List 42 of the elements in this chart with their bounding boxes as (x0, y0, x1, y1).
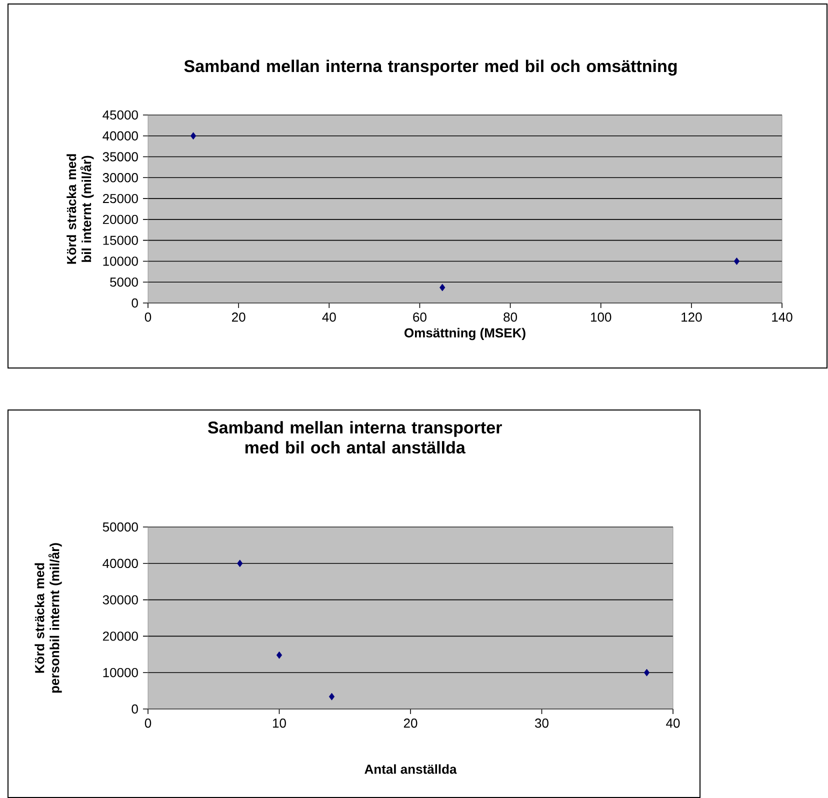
x-tick-label: 80 (504, 312, 518, 322)
y-axis-title: Körd sträcka med personbil internt (mil/år) (34, 543, 62, 693)
point (237, 560, 243, 568)
x-tick-label: 60 (413, 312, 426, 322)
y-tick-label: 40000 (102, 131, 138, 140)
y-tick-label: 45000 (102, 110, 138, 120)
y-tick-label: 50000 (102, 522, 138, 532)
x-tick-label: 120 (682, 312, 702, 322)
x-tick-label: 140 (772, 312, 792, 322)
y-tick-label: 10000 (103, 668, 138, 678)
point (644, 668, 650, 676)
y-tick-label: 30000 (102, 173, 138, 182)
point (440, 284, 446, 292)
x-tick-label: 0 (144, 718, 152, 728)
x-tick-label: 0 (144, 312, 152, 322)
chart-title: Samband mellan interna transporter med bil och omsättning (184, 60, 677, 76)
point (276, 651, 282, 659)
point (734, 258, 740, 265)
y-tick-label: 35000 (102, 152, 138, 162)
y-tick-label: 15000 (103, 236, 138, 245)
x-tick-label: 20 (232, 312, 246, 322)
x-tick-label: 20 (404, 718, 418, 728)
point (190, 132, 196, 140)
y-tick-label: 0 (132, 704, 138, 714)
y-tick-label: 40000 (102, 558, 138, 568)
x-axis-title: Antal anställda (364, 764, 457, 774)
y-tick-label: 20000 (102, 214, 138, 224)
chart-title: Samband mellan interna transporter med bil och antal anställda (208, 421, 502, 454)
y-tick-label: 30000 (102, 595, 138, 604)
y-tick-label: 20000 (102, 632, 138, 641)
x-axis-title: Omsättning (MSEK) (404, 328, 526, 340)
y-tick-label: 10000 (103, 256, 138, 266)
y-axis-title: Körd sträcka med bil internt (mil/år) (66, 154, 94, 264)
x-tick-label: 30 (535, 718, 548, 728)
y-tick-label: 5000 (110, 278, 138, 287)
x-tick-label: 100 (591, 312, 612, 322)
x-tick-label: 10 (273, 718, 286, 728)
y-tick-label: 0 (132, 298, 138, 308)
x-tick-label: 40 (322, 312, 336, 322)
point (328, 692, 335, 700)
y-tick-label: 25000 (102, 194, 138, 204)
x-tick-label: 40 (666, 718, 680, 728)
